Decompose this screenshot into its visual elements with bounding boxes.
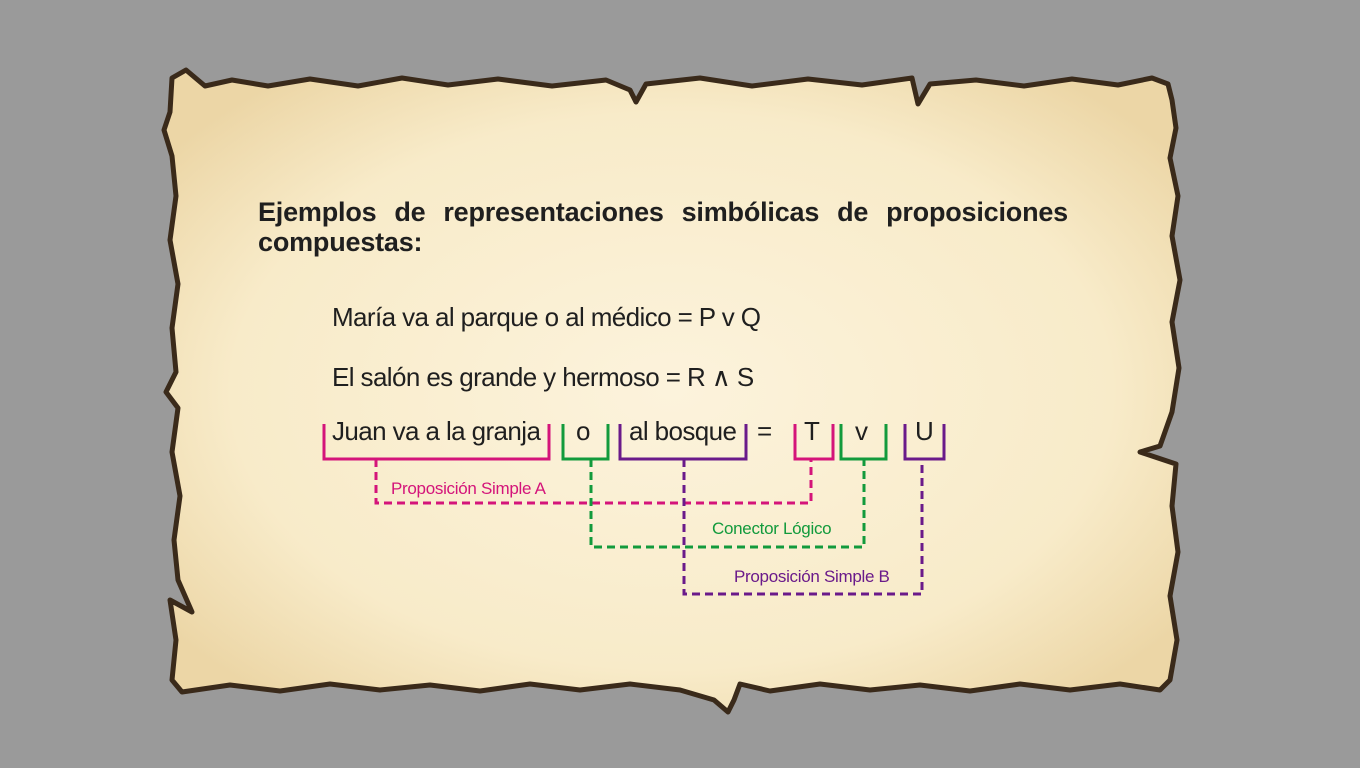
token-simple-b: al bosque <box>629 416 737 446</box>
connector-simple-a <box>374 459 813 505</box>
token-simple-a: Juan va a la granja <box>332 416 541 446</box>
label-simple-a: Proposición Simple A <box>391 479 546 498</box>
label-connector: Conector Lógico <box>712 519 832 538</box>
token-or: v <box>855 416 868 446</box>
token-u: U <box>915 416 934 446</box>
token-connector: o <box>576 416 590 446</box>
token-equals: = <box>757 416 772 446</box>
label-simple-b: Proposición Simple B <box>734 567 890 586</box>
example-2: El salón es grande y hermoso = R ∧ S <box>332 362 754 392</box>
example-1: María va al parque o al médico = P v Q <box>332 302 761 332</box>
parchment-scroll <box>161 67 1183 715</box>
connector-simple-b <box>682 459 924 596</box>
token-t: T <box>804 416 820 446</box>
bracket-t <box>793 424 835 461</box>
page-title: Ejemplos de representaciones simbólicas … <box>258 197 1068 257</box>
bracket-o <box>561 424 610 461</box>
bracket-juan <box>322 424 551 461</box>
connector-logico <box>589 459 866 549</box>
bracket-u <box>903 424 946 461</box>
